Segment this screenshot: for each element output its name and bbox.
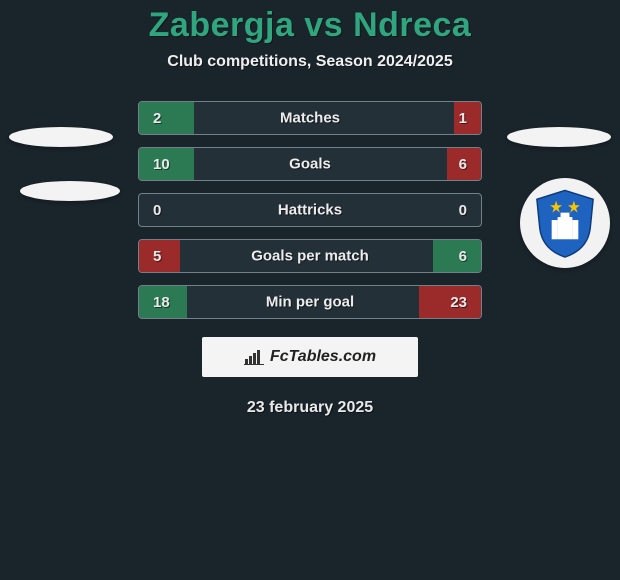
date-text: 23 february 2025 xyxy=(0,399,620,417)
stat-bar-left xyxy=(139,102,194,134)
stat-value-right: 6 xyxy=(459,156,467,173)
stat-row: 18 Min per goal 23 xyxy=(138,285,482,319)
team-a-logo-placeholder-2 xyxy=(20,181,120,201)
shield-icon xyxy=(528,186,602,260)
stat-value-left: 10 xyxy=(153,156,170,173)
stat-value-right: 0 xyxy=(459,202,467,219)
stat-value-left: 2 xyxy=(153,110,161,127)
page-title: Zabergja vs Ndreca xyxy=(0,6,620,45)
branding-badge: FcTables.com xyxy=(202,337,418,377)
stat-value-left: 5 xyxy=(153,248,161,265)
stat-row: 10 Goals 6 xyxy=(138,147,482,181)
stat-label: Goals xyxy=(289,156,331,173)
branding-text: FcTables.com xyxy=(270,348,376,366)
stat-label: Goals per match xyxy=(251,248,369,265)
stat-bar-right xyxy=(433,240,481,272)
bar-chart-icon xyxy=(244,349,264,365)
club-crest xyxy=(520,178,610,268)
stat-value-right: 23 xyxy=(450,294,467,311)
page-subtitle: Club competitions, Season 2024/2025 xyxy=(0,53,620,71)
stat-row: 0 Hattricks 0 xyxy=(138,193,482,227)
stat-row: 2 Matches 1 xyxy=(138,101,482,135)
stat-row: 5 Goals per match 6 xyxy=(138,239,482,273)
stat-value-right: 1 xyxy=(459,110,467,127)
team-a-logo-placeholder xyxy=(9,127,113,147)
stat-label: Min per goal xyxy=(266,294,354,311)
stats-table: 2 Matches 1 10 Goals 6 0 Hattricks 0 5 G… xyxy=(138,101,482,319)
comparison-card: Zabergja vs Ndreca Club competitions, Se… xyxy=(0,0,620,580)
stat-label: Hattricks xyxy=(278,202,342,219)
stat-label: Matches xyxy=(280,110,340,127)
team-b-logo-placeholder xyxy=(507,127,611,147)
stat-value-left: 0 xyxy=(153,202,161,219)
stat-value-left: 18 xyxy=(153,294,170,311)
stat-value-right: 6 xyxy=(459,248,467,265)
